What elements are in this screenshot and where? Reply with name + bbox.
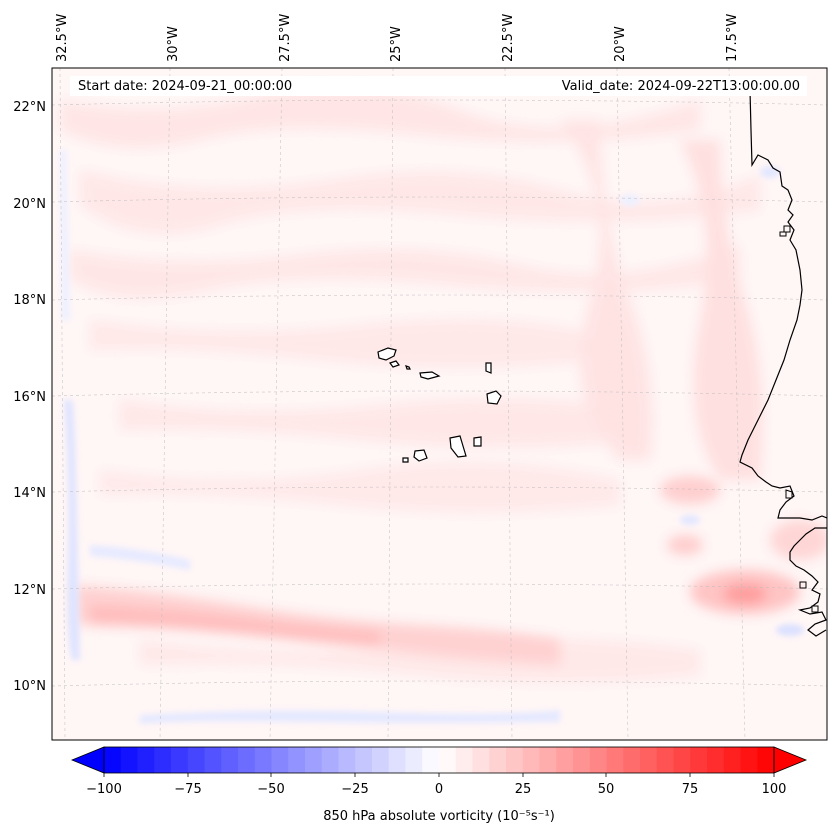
lon-label-30w: 30°W <box>166 26 181 62</box>
colorbar-step <box>104 747 122 773</box>
gridlines <box>52 68 827 740</box>
lat-label-20n: 20°N <box>13 197 46 212</box>
lon-label-22.5w: 22.5°W <box>501 14 516 62</box>
colorbar: −100 −75 −50 −25 0 25 50 75 100 850 hPa … <box>70 746 808 824</box>
colorbar-step <box>271 747 289 773</box>
island-boa-vista <box>486 390 502 405</box>
lat-label-22n: 22°N <box>13 100 46 115</box>
island-sao-nicolau <box>419 371 441 380</box>
colorbar-step <box>539 747 557 773</box>
colorbar-step <box>740 747 758 773</box>
colorbar-step <box>673 747 691 773</box>
latitude-labels: 22°N 20°N 18°N 16°N 14°N 12°N 10°N <box>13 100 46 694</box>
island-santa-luzia <box>405 365 411 370</box>
colorbar-step <box>439 747 457 773</box>
coast-islets <box>779 225 819 613</box>
cb-tick-label-neg25: −25 <box>341 782 368 797</box>
vorticity-negative-features <box>60 150 804 724</box>
colorbar-max-extend-arrow <box>773 746 808 774</box>
colorbar-step <box>472 747 490 773</box>
cb-tick-label-75: 75 <box>682 782 699 797</box>
colorbar-step <box>656 747 675 773</box>
colorbar-ticks <box>103 773 775 777</box>
colorbar-step <box>623 747 641 773</box>
island-sao-vicente <box>389 360 400 368</box>
colorbar-step <box>556 747 574 773</box>
island-santo-antao <box>377 347 397 361</box>
colorbar-min-extend-arrow <box>70 746 105 774</box>
colorbar-step <box>640 747 658 773</box>
cb-tick-label-25: 25 <box>515 782 532 797</box>
colorbar-label: 850 hPa absolute vorticity (10⁻⁵s⁻¹) <box>323 809 555 824</box>
lon-label-25w: 25°W <box>389 26 404 62</box>
cb-tick-label-0: 0 <box>435 782 443 797</box>
lat-label-12n: 12°N <box>13 583 46 598</box>
colorbar-step <box>254 747 273 773</box>
map-area: Start date: 2024-09-21_00:00:00 Valid_da… <box>52 68 827 740</box>
colorbar-step <box>489 747 507 773</box>
colorbar-step <box>238 747 256 773</box>
date-label-background <box>70 76 807 96</box>
island-santiago <box>449 435 467 458</box>
lon-label-20w: 20°W <box>613 26 628 62</box>
start-date-label: Start date: 2024-09-21_00:00:00 <box>78 79 292 94</box>
map-frame <box>51 67 828 741</box>
colorbar-step <box>455 747 474 773</box>
colorbar-step <box>120 747 139 773</box>
colorbar-step <box>606 747 624 773</box>
lon-label-17.5w: 17.5°W <box>725 14 740 62</box>
colorbar-step <box>522 747 541 773</box>
lat-label-16n: 16°N <box>13 390 46 405</box>
cb-tick-label-neg75: −75 <box>174 782 201 797</box>
cb-tick-label-100: 100 <box>762 782 787 797</box>
lat-label-14n: 14°N <box>13 486 46 501</box>
island-maio <box>473 436 482 447</box>
colorbar-step <box>221 747 239 773</box>
african-coastline <box>739 89 827 637</box>
lat-label-18n: 18°N <box>13 293 46 308</box>
colorbar-step <box>372 747 390 773</box>
colorbar-step <box>321 747 340 773</box>
cb-tick-label-neg50: −50 <box>257 782 284 797</box>
colorbar-step <box>757 747 775 773</box>
colorbar-step <box>405 747 423 773</box>
colorbar-tick-labels: −100 −75 −50 −25 0 25 50 75 100 <box>86 782 786 797</box>
island-fogo <box>413 449 428 462</box>
colorbar-step <box>338 747 356 773</box>
colorbar-step <box>573 747 591 773</box>
colorbar-step <box>723 747 742 773</box>
colorbar-step <box>137 747 155 773</box>
island-sal <box>485 362 492 374</box>
longitude-labels: 32.5°W 30°W 27.5°W 25°W 22.5°W 20°W 17.5… <box>55 14 740 62</box>
colorbar-step <box>707 747 725 773</box>
colorbar-step <box>589 747 608 773</box>
island-brava <box>402 457 409 463</box>
cape-verde-islands <box>377 347 502 463</box>
colorbar-steps <box>104 747 775 773</box>
cb-tick-label-neg100: −100 <box>86 782 122 797</box>
lon-label-27.5w: 27.5°W <box>278 14 293 62</box>
colorbar-step <box>422 747 440 773</box>
colorbar-step <box>506 747 524 773</box>
vorticity-field-light <box>60 85 763 683</box>
colorbar-step <box>690 747 708 773</box>
lon-label-32.5w: 32.5°W <box>55 14 70 62</box>
cb-tick-label-50: 50 <box>598 782 615 797</box>
colorbar-step <box>305 747 323 773</box>
colorbar-step <box>154 747 172 773</box>
colorbar-step <box>355 747 373 773</box>
colorbar-step <box>204 747 222 773</box>
colorbar-step <box>388 747 407 773</box>
valid-date-label: Valid_date: 2024-09-22T13:00:00.00 <box>562 79 800 94</box>
colorbar-step <box>288 747 306 773</box>
colorbar-step <box>187 747 206 773</box>
colorbar-step <box>171 747 189 773</box>
lat-label-10n: 10°N <box>13 679 46 694</box>
vorticity-band-south <box>75 585 560 665</box>
